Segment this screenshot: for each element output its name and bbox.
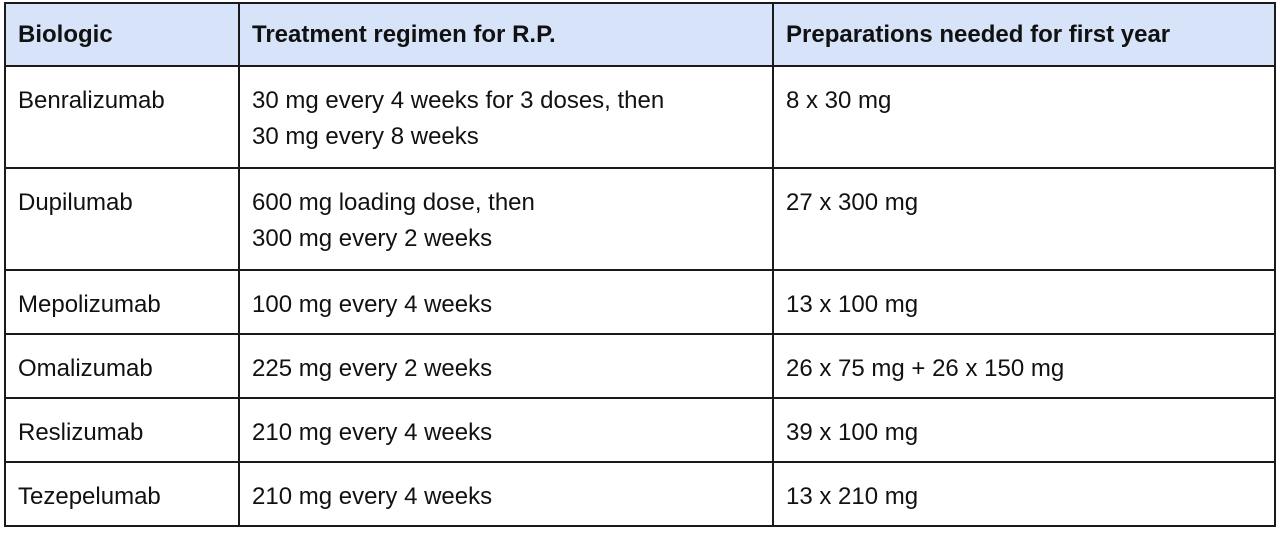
regimen-line: 210 mg every 4 weeks <box>252 419 493 446</box>
biologic-cell: Tezepelumab <box>4 461 240 527</box>
preparations-cell: 8 x 30 mg <box>772 65 1276 169</box>
regimen-line: 225 mg every 2 weeks <box>252 355 493 382</box>
header-biologic: Biologic <box>4 2 240 67</box>
header-regimen: Treatment regimen for R.P. <box>238 2 774 67</box>
table-row: Omalizumab 225 mg every 2 weeks 26 x 75 … <box>4 333 1276 399</box>
biologic-cell: Reslizumab <box>4 397 240 463</box>
regimen-line: 100 mg every 4 weeks <box>252 291 493 318</box>
regimen-line: 30 mg every 4 weeks for 3 doses, then <box>252 87 665 114</box>
header-preparations: Preparations needed for first year <box>772 2 1276 67</box>
regimen-cell: 30 mg every 4 weeks for 3 doses, then 30… <box>238 65 774 169</box>
preparations-cell: 13 x 100 mg <box>772 269 1276 335</box>
biologic-cell: Mepolizumab <box>4 269 240 335</box>
regimen-line: 30 mg every 8 weeks <box>252 123 479 150</box>
table-row: Reslizumab 210 mg every 4 weeks 39 x 100… <box>4 397 1276 463</box>
preparations-cell: 27 x 300 mg <box>772 167 1276 271</box>
biologics-table: Biologic Treatment regimen for R.P. Prep… <box>4 2 1276 527</box>
table-row: Dupilumab 600 mg loading dose, then 300 … <box>4 167 1276 271</box>
regimen-cell: 210 mg every 4 weeks <box>238 461 774 527</box>
biologic-cell: Benralizumab <box>4 65 240 169</box>
table-row: Mepolizumab 100 mg every 4 weeks 13 x 10… <box>4 269 1276 335</box>
regimen-line: 300 mg every 2 weeks <box>252 225 493 252</box>
biologic-cell: Dupilumab <box>4 167 240 271</box>
regimen-line: 600 mg loading dose, then <box>252 189 535 216</box>
preparations-cell: 13 x 210 mg <box>772 461 1276 527</box>
table-row: Tezepelumab 210 mg every 4 weeks 13 x 21… <box>4 461 1276 527</box>
preparations-cell: 39 x 100 mg <box>772 397 1276 463</box>
regimen-line: 210 mg every 4 weeks <box>252 483 493 510</box>
regimen-cell: 100 mg every 4 weeks <box>238 269 774 335</box>
table-header-row: Biologic Treatment regimen for R.P. Prep… <box>4 2 1276 67</box>
preparations-cell: 26 x 75 mg + 26 x 150 mg <box>772 333 1276 399</box>
regimen-cell: 600 mg loading dose, then 300 mg every 2… <box>238 167 774 271</box>
regimen-cell: 210 mg every 4 weeks <box>238 397 774 463</box>
table-row: Benralizumab 30 mg every 4 weeks for 3 d… <box>4 65 1276 169</box>
biologic-cell: Omalizumab <box>4 333 240 399</box>
regimen-cell: 225 mg every 2 weeks <box>238 333 774 399</box>
